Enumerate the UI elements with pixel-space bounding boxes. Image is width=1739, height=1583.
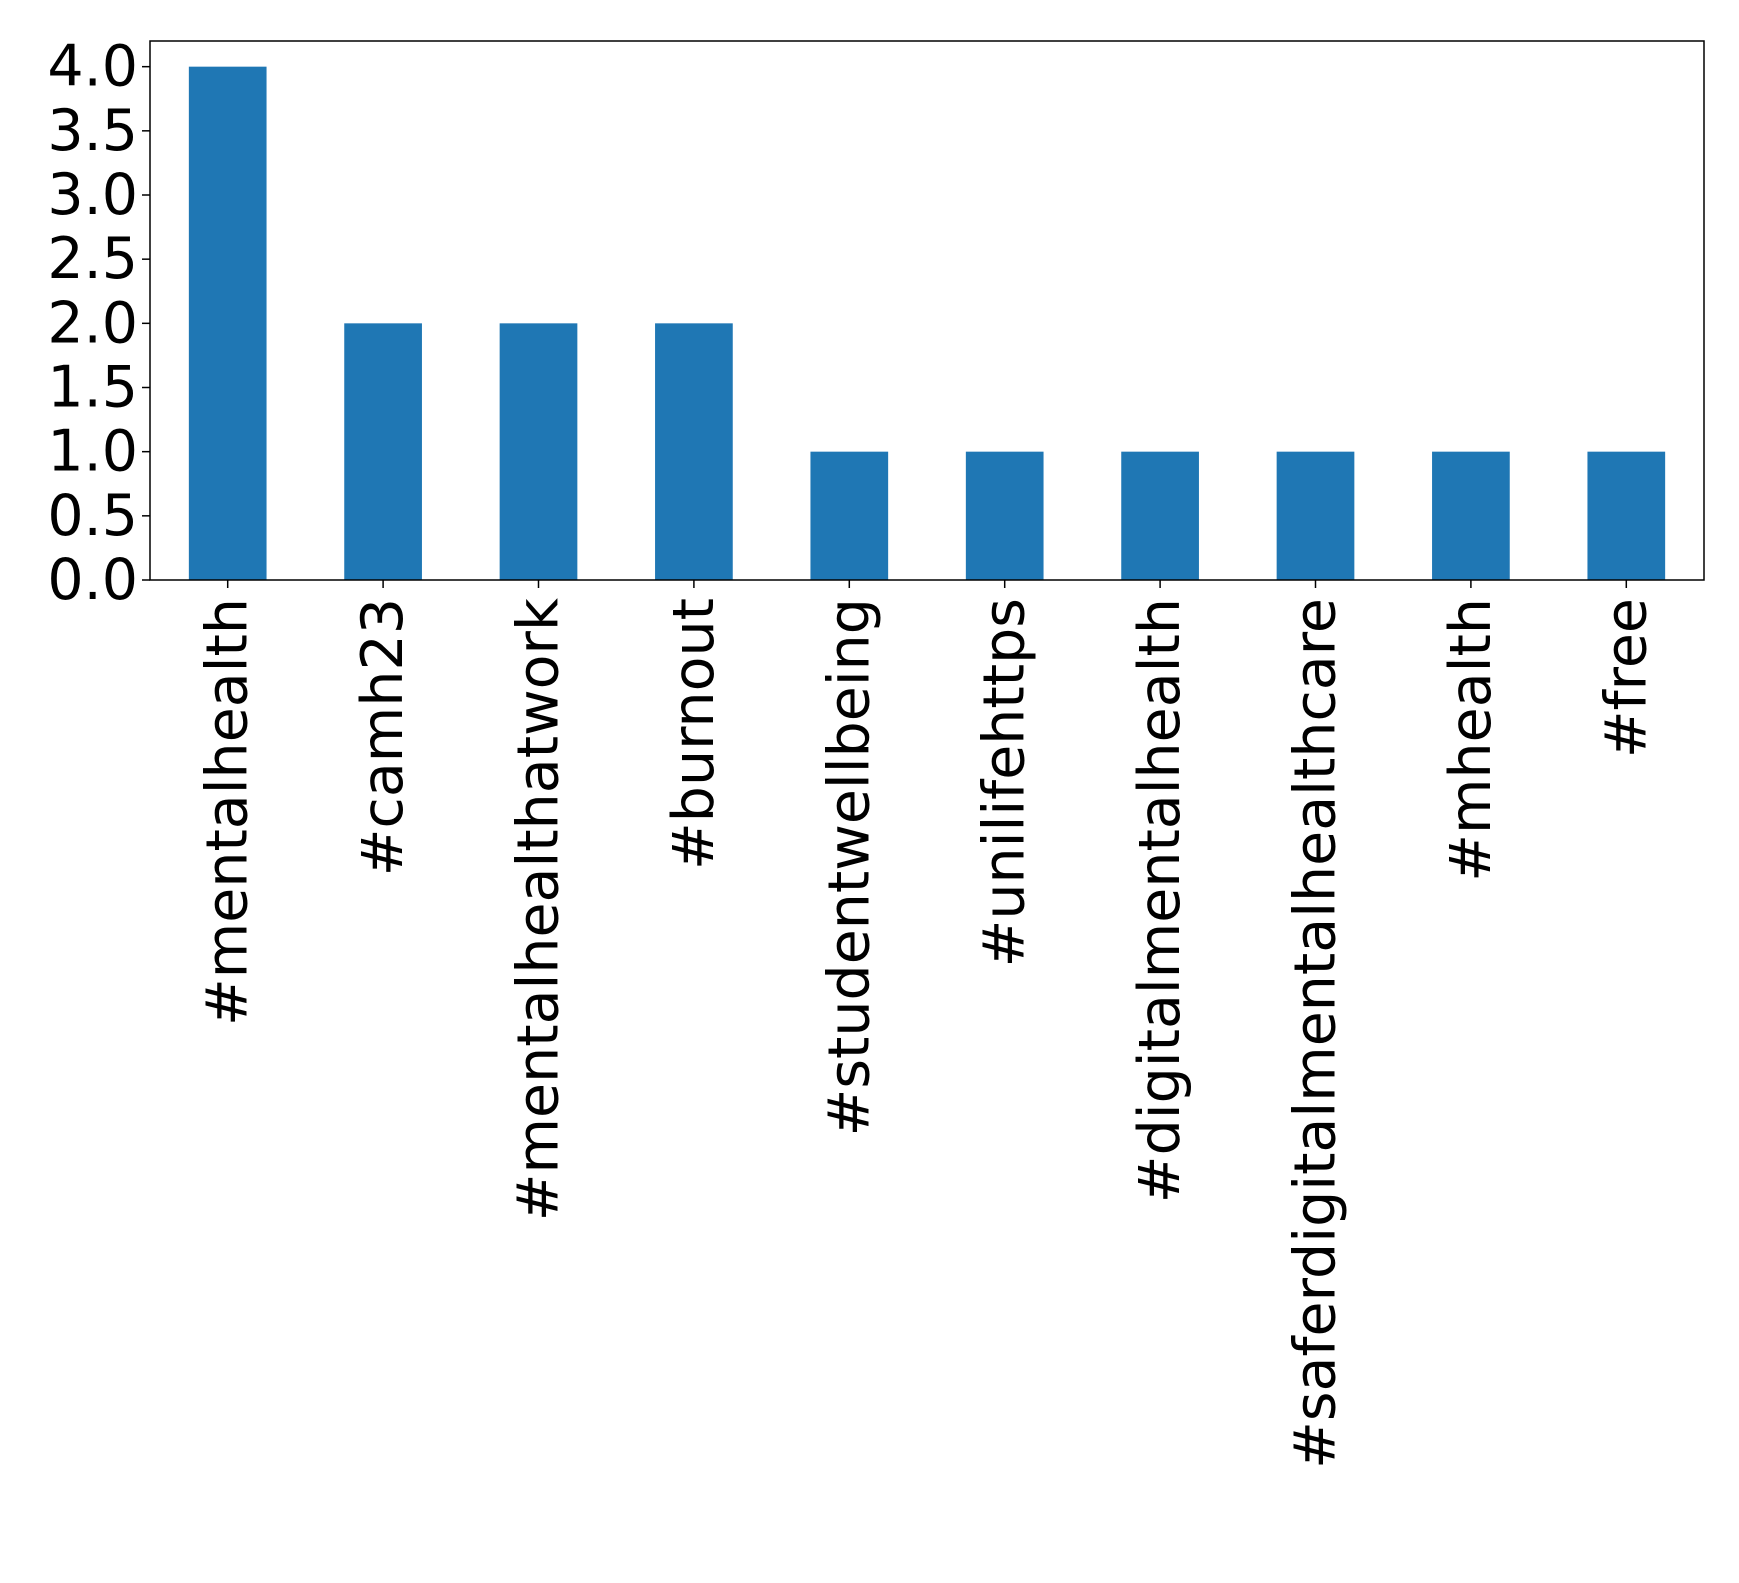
bar-mentalhealthatwork	[499, 323, 578, 580]
x-tick-label: #camh23	[350, 598, 416, 876]
bar-unilifehttps	[965, 451, 1044, 580]
x-tick-label: #mentalhealthatwork	[506, 598, 572, 1221]
y-tick-label: 2.5	[47, 226, 138, 292]
bar-camh23	[344, 323, 422, 580]
x-tick-label: #unilifehttps	[972, 598, 1038, 967]
x-tick-label: #studentwellbeing	[816, 598, 882, 1136]
bar-free	[1587, 451, 1666, 580]
y-tick-label: 1.5	[47, 355, 138, 421]
bar-mhealth	[1432, 451, 1510, 580]
plot-frame	[149, 40, 1705, 581]
x-tick-label: #digitalmentalhealth	[1127, 598, 1193, 1203]
y-tick-label: 0.0	[47, 547, 138, 613]
y-tick-label: 2.0	[47, 290, 138, 356]
y-tick-label: 3.0	[47, 162, 138, 228]
y-tick-label: 0.5	[47, 483, 138, 549]
x-tick-label: #burnout	[661, 598, 727, 870]
bar-burnout	[655, 323, 733, 580]
x-tick-label: #free	[1593, 598, 1659, 758]
x-tick-label: #mentalhealth	[195, 598, 261, 1026]
y-tick-label: 3.5	[47, 98, 138, 164]
x-tick-label: #mhealth	[1438, 598, 1504, 882]
y-axis: 0.00.51.01.52.02.53.03.54.0	[47, 34, 150, 613]
x-axis: #mentalhealth #camh23 #mentalhealthatwork #…	[195, 580, 1659, 1469]
bar-saferdigitalmentalhealthcare	[1276, 451, 1355, 580]
bar-digitalmentalhealth	[1121, 451, 1199, 580]
y-tick-label: 1.0	[47, 419, 138, 485]
bars-group	[188, 66, 1666, 580]
bar-mentalhealth	[188, 66, 267, 580]
bar-studentwellbeing	[810, 451, 889, 580]
y-tick-label: 4.0	[47, 34, 138, 100]
x-tick-label: #saferdigitalmentalhealthcare	[1283, 598, 1349, 1469]
